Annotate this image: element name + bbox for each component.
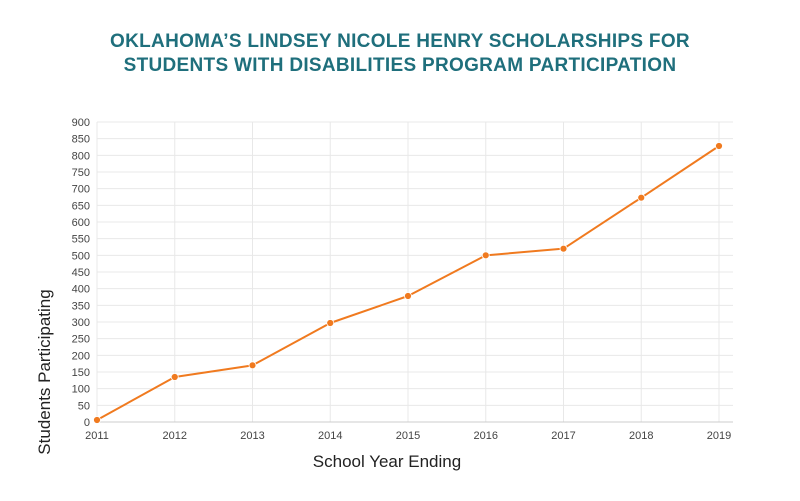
y-tick-label: 350 <box>72 300 90 312</box>
x-tick-label: 2011 <box>85 430 109 442</box>
chart-title-line-1: OKLAHOMA’S LINDSEY NICOLE HENRY SCHOLARS… <box>110 31 690 52</box>
y-tick-label: 50 <box>78 400 90 412</box>
data-point <box>93 416 101 424</box>
data-point <box>248 361 257 370</box>
y-tick-label: 500 <box>72 250 90 262</box>
y-tick-label: 400 <box>72 284 90 296</box>
x-tick-label: 2018 <box>629 430 653 442</box>
x-tick-label: 2014 <box>318 430 342 442</box>
chart-title-line-2: STUDENTS WITH DISABILITIES PROGRAM PARTI… <box>123 55 677 76</box>
y-axis-label: Students Participating <box>35 289 54 454</box>
y-tick-label: 200 <box>72 350 90 362</box>
y-tick-label: 250 <box>72 334 90 346</box>
data-point <box>637 193 646 202</box>
y-tick-label: 900 <box>72 117 90 129</box>
data-point <box>404 292 412 300</box>
data-point <box>559 244 568 253</box>
y-tick-label: 750 <box>72 167 90 179</box>
x-tick-label: 2017 <box>551 430 575 442</box>
y-tick-label: 800 <box>72 150 90 162</box>
y-axis-ticks: 0 50 100 150 200 250 300 350 400 450 500 550 600 650 7… <box>72 117 90 429</box>
x-tick-label: 2013 <box>240 430 264 442</box>
data-point <box>170 373 179 381</box>
x-tick-label: 2016 <box>474 430 498 442</box>
data-point <box>326 319 335 327</box>
x-tick-label: 2012 <box>163 430 187 442</box>
y-tick-label: 100 <box>72 384 90 396</box>
x-tick-label: 2019 <box>707 430 731 442</box>
chart-title: OKLAHOMA’S LINDSEY NICOLE HENRY SCHOLARS… <box>0 30 800 78</box>
series-layer <box>93 142 723 424</box>
x-tick-label: 2015 <box>396 430 420 442</box>
y-tick-label: 700 <box>72 184 90 196</box>
data-point <box>715 142 723 150</box>
y-tick-label: 650 <box>72 200 90 212</box>
y-tick-label: 450 <box>72 267 90 279</box>
x-axis-label: School Year Ending <box>313 452 461 471</box>
data-point <box>481 251 490 260</box>
y-tick-label: 150 <box>72 367 90 379</box>
y-tick-label: 550 <box>72 234 90 246</box>
y-tick-label: 600 <box>72 217 90 229</box>
grid-lines <box>96 121 733 423</box>
y-tick-label: 300 <box>72 317 90 329</box>
y-tick-label: 0 <box>84 417 90 429</box>
x-axis-ticks: 2011 2012 2013 2014 2015 2016 2017 2018 2019 <box>85 430 731 442</box>
y-tick-label: 850 <box>72 134 90 146</box>
